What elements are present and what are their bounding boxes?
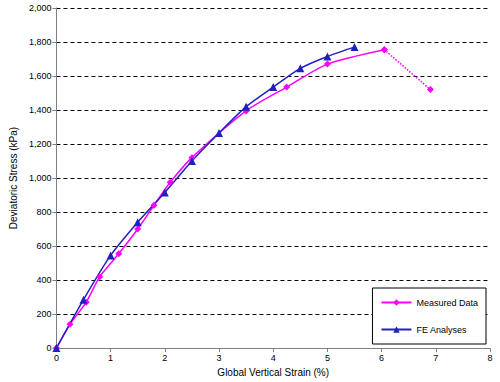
svg-text:Measured Data: Measured Data (416, 298, 478, 308)
svg-text:8: 8 (487, 353, 492, 363)
svg-text:1,800: 1,800 (29, 37, 52, 47)
svg-text:0: 0 (46, 343, 51, 353)
svg-text:0: 0 (54, 353, 59, 363)
svg-text:200: 200 (36, 309, 51, 319)
svg-text:1,400: 1,400 (29, 105, 52, 115)
svg-text:600: 600 (36, 241, 51, 251)
svg-text:2: 2 (162, 353, 167, 363)
svg-text:1,600: 1,600 (29, 71, 52, 81)
svg-text:Global Vertical Strain (%): Global Vertical Strain (%) (217, 367, 329, 378)
svg-text:4: 4 (271, 353, 276, 363)
svg-text:1,200: 1,200 (29, 139, 52, 149)
svg-text:1,000: 1,000 (29, 173, 52, 183)
svg-text:800: 800 (36, 207, 51, 217)
svg-text:5: 5 (325, 353, 330, 363)
svg-text:Deviatoric Stress (kPa): Deviatoric Stress (kPa) (8, 127, 19, 229)
svg-text:7: 7 (433, 353, 438, 363)
svg-text:3: 3 (217, 353, 222, 363)
svg-text:FE Analyses: FE Analyses (416, 325, 467, 335)
svg-text:2,000: 2,000 (29, 3, 52, 13)
svg-text:6: 6 (379, 353, 384, 363)
svg-text:1: 1 (108, 353, 113, 363)
svg-text:400: 400 (36, 275, 51, 285)
